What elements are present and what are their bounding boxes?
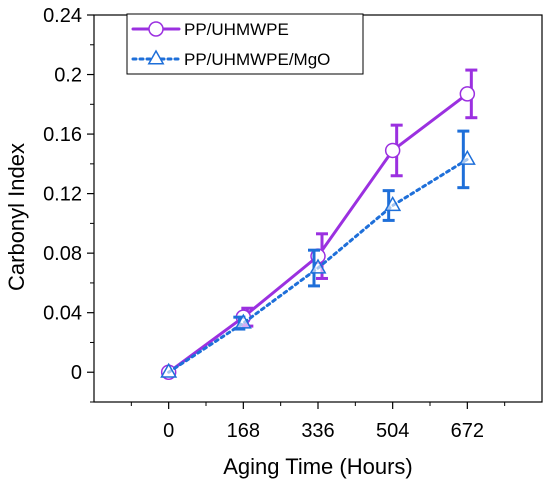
- x-tick-label: 168: [227, 420, 260, 442]
- x-tick-label: 504: [376, 420, 409, 442]
- legend-item: PP/UHMWPE/MgO: [131, 49, 330, 69]
- legend-label: PP/UHMWPE: [184, 20, 289, 39]
- data-point-circle: [459, 86, 476, 102]
- data-point-triangle: [309, 258, 327, 274]
- data-point-circle: [384, 142, 401, 159]
- x-tick-label: 336: [301, 420, 334, 442]
- y-tick-label: 0.16: [43, 124, 82, 146]
- x-axis-title: Aging Time (Hours): [223, 454, 413, 479]
- series-layer: [160, 68, 478, 380]
- x-tick-label: 0: [163, 420, 174, 442]
- data-point-triangle: [458, 149, 476, 165]
- y-tick-label: 0.12: [43, 184, 82, 206]
- legend-box: [126, 13, 364, 75]
- y-axis-title: Carbonyl Index: [4, 143, 29, 291]
- legend-label: PP/UHMWPE/MgO: [184, 50, 330, 69]
- y-tick-label: 0.2: [54, 65, 82, 87]
- y-tick-label: 0.08: [43, 243, 82, 265]
- series-triangle: [160, 129, 476, 378]
- y-tick-label: 0.24: [43, 5, 82, 27]
- x-tick-label: 672: [451, 420, 484, 442]
- legend-marker-circle: [148, 21, 164, 37]
- data-point-triangle: [160, 362, 178, 378]
- series-circle: [160, 68, 478, 380]
- x-axis: 0 168 336 504 672: [130, 402, 506, 442]
- legend-item: PP/UHMWPE: [131, 20, 289, 39]
- y-tick-label: 0.04: [43, 303, 82, 325]
- data-point-triangle: [234, 313, 252, 329]
- y-axis: 0 0.04 0.08 0.12 0.16 0.2 0.24: [43, 5, 94, 403]
- y-tick-label: 0: [71, 362, 82, 384]
- data-point-triangle: [384, 195, 402, 212]
- legend-marker-triangle: [147, 49, 165, 65]
- legend: PP/UHMWPE PP/UHMWPE/MgO: [126, 13, 364, 75]
